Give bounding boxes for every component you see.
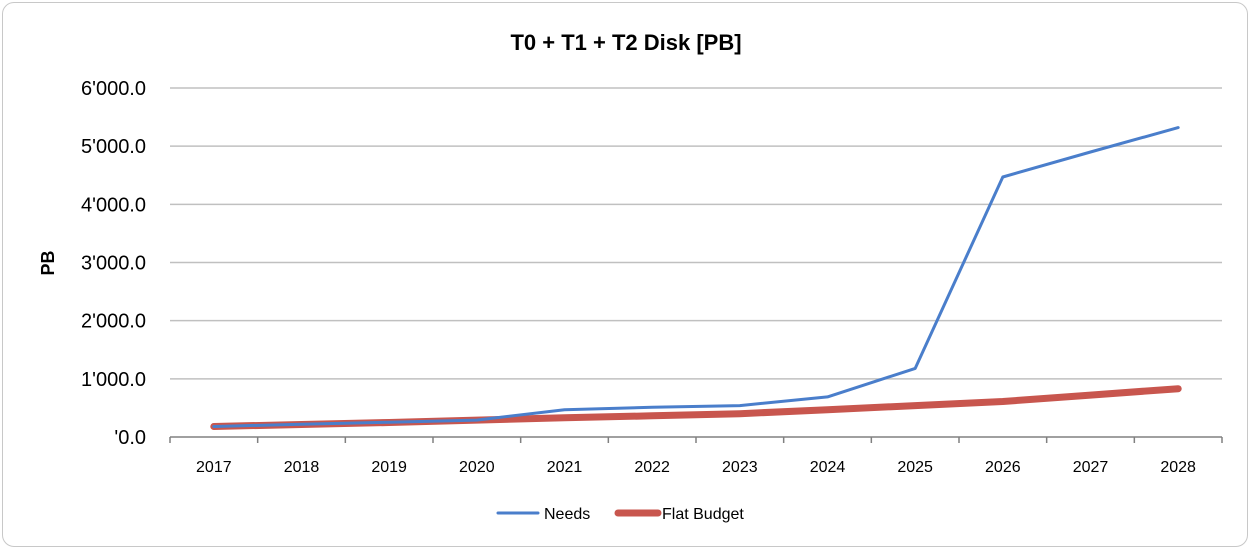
x-tick-label: 2023 xyxy=(722,459,758,476)
x-tick-label: 2020 xyxy=(459,459,495,476)
x-tick-label: 2017 xyxy=(196,459,232,476)
x-tick-label: 2024 xyxy=(810,459,846,476)
axes xyxy=(169,436,1223,443)
y-tick-label: 1'000.0 xyxy=(81,369,146,391)
legend-label: Needs xyxy=(544,506,590,523)
y-tick-label: '0.0 xyxy=(114,427,146,449)
legend-label: Flat Budget xyxy=(662,506,744,523)
x-tick-label: 2022 xyxy=(634,459,670,476)
y-tick-label: 5'000.0 xyxy=(81,136,146,158)
gridlines xyxy=(170,87,1222,380)
chart-title: T0 + T1 + T2 Disk [PB] xyxy=(510,30,741,55)
y-tick-label: 2'000.0 xyxy=(81,311,146,333)
y-axis-label: PB xyxy=(38,250,58,275)
x-tick-label: 2025 xyxy=(897,459,933,476)
y-tick-label: 4'000.0 xyxy=(81,194,146,216)
y-tick-labels: '0.0 1'000.0 2'000.0 3'000.0 4'000.0 5'000.0 6… xyxy=(81,78,146,449)
series-layer xyxy=(210,126,1182,430)
x-tick-label: 2019 xyxy=(371,459,407,476)
x-tick-labels: 2017 2018 2019 2020 2021 2022 2023 2024 2025 2026… xyxy=(196,459,1196,476)
series-line-needs xyxy=(212,126,1180,428)
x-tick-label: 2018 xyxy=(284,459,320,476)
legend: Needs Flat Budget xyxy=(496,506,744,523)
x-tick-label: 2026 xyxy=(985,459,1021,476)
x-tick-label: 2027 xyxy=(1073,459,1109,476)
y-tick-label: 3'000.0 xyxy=(81,253,146,275)
y-tick-label: 6'000.0 xyxy=(81,78,146,100)
x-tick-label: 2028 xyxy=(1160,459,1196,476)
x-tick-label: 2021 xyxy=(547,459,583,476)
